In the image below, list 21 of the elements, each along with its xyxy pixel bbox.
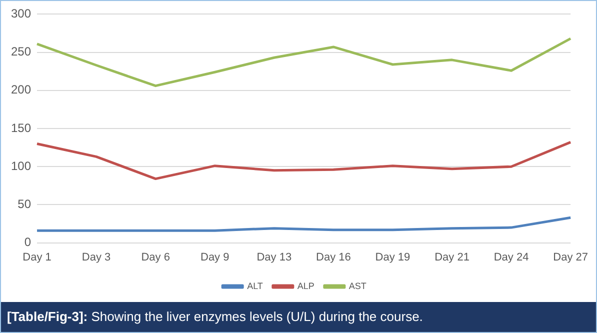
legend-label: ALP — [297, 280, 314, 291]
y-tick-label: 200 — [10, 82, 32, 97]
x-tick-label: Day 9 — [200, 251, 230, 264]
x-tick-label: Day 16 — [316, 251, 351, 264]
x-tick-label: Day 27 — [553, 251, 588, 264]
y-tick-label: 0 — [24, 235, 32, 250]
x-tick-label: Day 13 — [256, 251, 292, 264]
x-tick-label: Day 3 — [82, 251, 111, 264]
y-tick-label: 300 — [10, 6, 32, 21]
text: [Table/Fig-3]: Showing the liver enzymes levels (U/L) during the course. — [1, 302, 596, 332]
legend-label: ALT — [247, 280, 264, 291]
x-tick-label: Day 19 — [375, 251, 410, 264]
y-tick-label: 50 — [18, 197, 32, 212]
y-tick-label: 150 — [10, 120, 32, 135]
x-tick-label: Day 24 — [494, 251, 529, 264]
x-tick-label: Day 1 — [22, 251, 52, 264]
x-tick-label: Day 6 — [141, 251, 170, 264]
legend-label: AST — [348, 280, 367, 291]
y-tick-label: 250 — [10, 44, 32, 59]
y-tick-label: 100 — [10, 158, 32, 173]
x-tick-label: Day 21 — [434, 251, 470, 264]
